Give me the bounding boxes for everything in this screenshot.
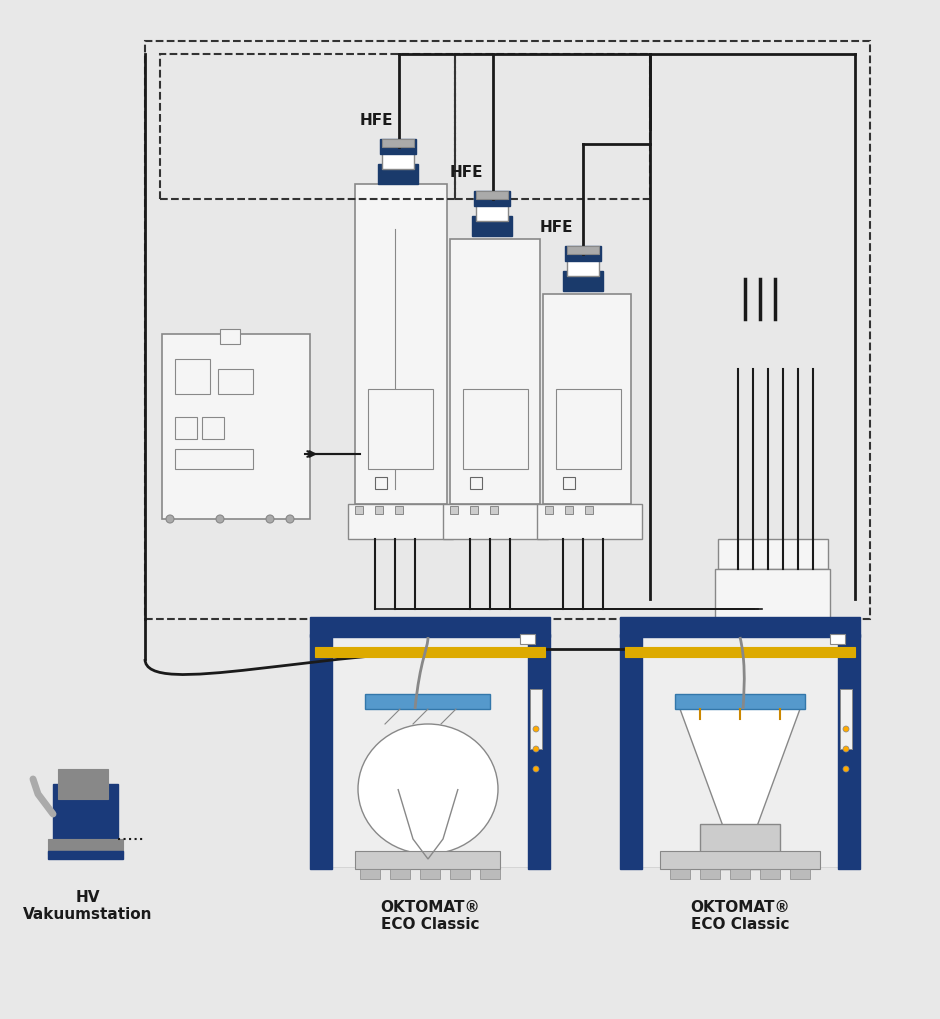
Bar: [730, 869, 750, 879]
Bar: [355, 851, 500, 869]
Bar: [718, 594, 828, 599]
Bar: [563, 478, 575, 489]
Polygon shape: [680, 709, 800, 859]
Ellipse shape: [358, 725, 498, 854]
Text: HFE: HFE: [540, 220, 573, 234]
Bar: [382, 140, 414, 148]
Bar: [420, 869, 440, 879]
Bar: [520, 635, 535, 644]
Bar: [474, 192, 510, 207]
Bar: [218, 370, 253, 394]
Bar: [380, 140, 416, 155]
Bar: [365, 694, 490, 709]
Bar: [220, 330, 240, 344]
Circle shape: [216, 516, 224, 524]
Bar: [310, 618, 550, 637]
Bar: [375, 506, 383, 515]
Bar: [840, 689, 852, 749]
Bar: [310, 635, 550, 869]
Bar: [58, 769, 108, 799]
Bar: [450, 239, 540, 504]
Circle shape: [266, 516, 274, 524]
Bar: [375, 478, 387, 489]
Text: HV
Vakuumstation: HV Vakuumstation: [24, 890, 153, 921]
Bar: [175, 449, 253, 470]
Circle shape: [533, 766, 539, 772]
Bar: [700, 824, 780, 869]
Circle shape: [166, 516, 174, 524]
Bar: [378, 165, 418, 184]
Bar: [545, 506, 553, 515]
Circle shape: [286, 516, 294, 524]
Text: OKTOMAT®
ECO Classic: OKTOMAT® ECO Classic: [380, 899, 480, 931]
Bar: [642, 637, 838, 867]
Bar: [390, 869, 410, 879]
Bar: [670, 869, 690, 879]
Bar: [830, 635, 845, 644]
Bar: [470, 478, 482, 489]
Bar: [463, 389, 528, 470]
Bar: [145, 42, 870, 620]
Bar: [202, 418, 224, 439]
Bar: [470, 506, 478, 515]
Bar: [620, 635, 642, 869]
Bar: [620, 618, 860, 637]
Bar: [472, 217, 512, 236]
Bar: [160, 55, 455, 200]
Circle shape: [533, 746, 539, 752]
Bar: [660, 851, 820, 869]
Bar: [175, 360, 210, 394]
Bar: [675, 694, 805, 709]
Bar: [585, 506, 593, 515]
Bar: [715, 570, 830, 620]
Text: HFE: HFE: [360, 113, 394, 127]
Bar: [718, 539, 828, 570]
Text: HFE: HFE: [450, 165, 483, 179]
Bar: [537, 504, 642, 539]
Bar: [382, 150, 414, 170]
Bar: [332, 637, 528, 867]
Bar: [567, 259, 599, 277]
Bar: [625, 647, 855, 657]
Bar: [565, 506, 573, 515]
Bar: [48, 840, 123, 854]
Bar: [315, 647, 545, 657]
Bar: [556, 389, 621, 470]
Bar: [450, 869, 470, 879]
Bar: [395, 506, 403, 515]
Bar: [53, 785, 118, 840]
Bar: [530, 689, 542, 749]
Bar: [565, 247, 601, 262]
Bar: [790, 869, 810, 879]
Bar: [490, 506, 498, 515]
Bar: [450, 506, 458, 515]
Bar: [355, 184, 447, 504]
Bar: [360, 869, 380, 879]
Bar: [567, 247, 599, 255]
Bar: [838, 635, 860, 869]
Bar: [543, 294, 631, 504]
Circle shape: [843, 727, 849, 733]
Bar: [443, 504, 548, 539]
Bar: [162, 334, 310, 520]
Bar: [348, 504, 453, 539]
Circle shape: [843, 746, 849, 752]
Circle shape: [533, 727, 539, 733]
Bar: [455, 55, 650, 200]
Bar: [368, 389, 433, 470]
Bar: [476, 204, 508, 222]
Bar: [310, 635, 332, 869]
Bar: [355, 506, 363, 515]
Bar: [476, 192, 508, 200]
Bar: [48, 851, 123, 859]
Bar: [563, 272, 603, 291]
Bar: [480, 869, 500, 879]
Circle shape: [843, 766, 849, 772]
Bar: [528, 635, 550, 869]
Bar: [760, 869, 780, 879]
Bar: [700, 869, 720, 879]
Bar: [175, 418, 197, 439]
Text: OKTOMAT®
ECO Classic: OKTOMAT® ECO Classic: [690, 899, 790, 931]
